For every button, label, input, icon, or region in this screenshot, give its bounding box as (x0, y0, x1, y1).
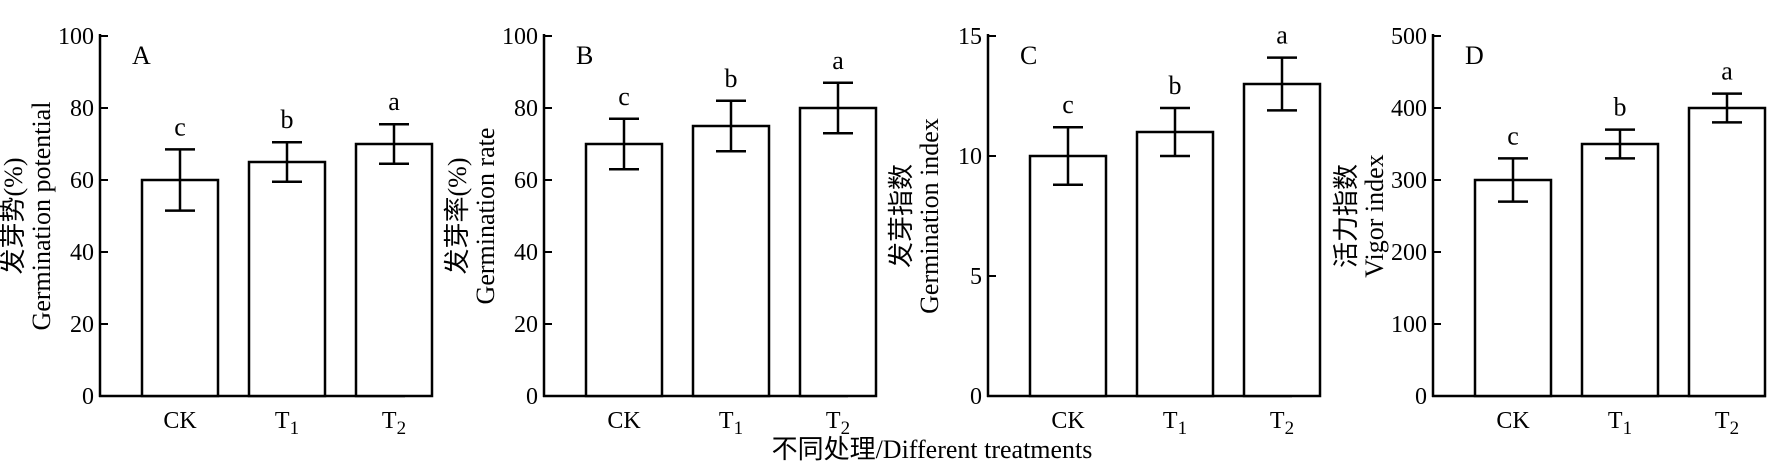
y-tick-label: 60 (514, 168, 538, 194)
y-axis-label-cn: 发芽势(%) (0, 158, 28, 275)
y-tick-label: 100 (58, 24, 94, 50)
y-tick-label: 300 (1391, 168, 1427, 194)
x-tick-label-subscript: 1 (1178, 418, 1188, 439)
bar (798, 106, 878, 398)
y-axis-label-en: Vigor index (1360, 154, 1389, 277)
y-axis-label-en: Germination rate (471, 128, 500, 305)
y-tick-label: 500 (1391, 24, 1427, 50)
x-tick-label-subscript: 1 (1623, 418, 1633, 439)
x-tick-label-subscript: 1 (734, 418, 744, 439)
y-tick-label: 80 (70, 96, 94, 122)
significance-letter: b (725, 64, 738, 93)
y-tick-label: 0 (82, 384, 94, 410)
panel-label: D (1465, 41, 1484, 70)
bar (1028, 154, 1108, 398)
x-tick-label: T1 (275, 408, 299, 439)
significance-letter: a (1721, 57, 1733, 86)
significance-letter: a (388, 87, 400, 116)
y-tick-label: 0 (526, 384, 538, 410)
chart-panel-a: 0 20 40 60 80 100 A 发芽势(%) Germination potential… (0, 24, 434, 439)
chart-panel-b: 0 20 40 60 80 100 B 发芽率(%) Germination rate c CK b T… (443, 24, 878, 439)
x-tick-label: T1 (1608, 408, 1632, 439)
bar (1242, 82, 1322, 398)
significance-letter: c (174, 112, 186, 141)
y-tick-label: 0 (970, 384, 982, 410)
panel-label: B (576, 41, 593, 70)
y-tick-label: 5 (970, 264, 982, 290)
x-tick-label: T1 (719, 408, 743, 439)
x-tick-label: T1 (1163, 408, 1187, 439)
panel-label: A (132, 41, 151, 70)
panel-label: C (1020, 41, 1037, 70)
chart-panel-d: 0 100 200 300 400 500 D 活力指数 Vigor index c CK b T1 a T… (1332, 24, 1767, 439)
y-axis-label-en: Germination index (915, 118, 944, 314)
x-tick-label-subscript: 2 (1285, 418, 1295, 439)
bar (584, 142, 664, 398)
bar (1473, 178, 1553, 398)
significance-letter: a (1276, 21, 1288, 50)
significance-letter: b (1169, 71, 1182, 100)
significance-letter: a (832, 46, 844, 75)
y-tick-label: 400 (1391, 96, 1427, 122)
bar (1687, 106, 1767, 398)
y-axis-label-cn: 发芽指数 (887, 164, 916, 268)
x-tick-label: T2 (382, 408, 406, 439)
bar (691, 124, 771, 398)
bar (1135, 130, 1215, 398)
y-tick-label: 40 (514, 240, 538, 266)
x-tick-label: T2 (1270, 408, 1294, 439)
y-axis-label-cn: 活力指数 (1332, 164, 1361, 268)
x-tick-label-subscript: 2 (841, 418, 851, 439)
shared-x-axis-label: 不同处理/Different treatments (772, 435, 1093, 464)
significance-letter: b (281, 105, 294, 134)
x-tick-label-subscript: 2 (1730, 418, 1740, 439)
x-tick-label: CK (1496, 408, 1530, 434)
x-tick-label-subscript: 2 (397, 418, 407, 439)
y-tick-label: 40 (70, 240, 94, 266)
significance-letter: b (1614, 93, 1627, 122)
y-tick-label: 0 (1415, 384, 1427, 410)
x-tick-label: CK (1051, 408, 1085, 434)
y-tick-label: 80 (514, 96, 538, 122)
bar (247, 160, 327, 398)
y-tick-label: 200 (1391, 240, 1427, 266)
y-tick-label: 100 (502, 24, 538, 50)
x-tick-label: T2 (1715, 408, 1739, 439)
y-tick-label: 20 (514, 312, 538, 338)
x-tick-label: CK (607, 408, 641, 434)
y-tick-label: 100 (1391, 312, 1427, 338)
significance-letter: c (1062, 90, 1074, 119)
y-tick-label: 15 (958, 24, 982, 50)
bar (354, 142, 434, 398)
y-axis-label-en: Germination potential (27, 102, 56, 331)
y-tick-label: 60 (70, 168, 94, 194)
bar (1580, 142, 1660, 398)
y-tick-label: 10 (958, 144, 982, 170)
chart-panel-c: 0 5 10 15 C 发芽指数 Germination index c CK b T1 a T2 (887, 21, 1322, 439)
y-tick-label: 20 (70, 312, 94, 338)
significance-letter: c (1507, 121, 1519, 150)
significance-letter: c (618, 82, 630, 111)
x-tick-label-subscript: 1 (290, 418, 300, 439)
bar (140, 178, 220, 398)
y-axis-label-cn: 发芽率(%) (443, 158, 472, 275)
x-tick-label: CK (163, 408, 197, 434)
